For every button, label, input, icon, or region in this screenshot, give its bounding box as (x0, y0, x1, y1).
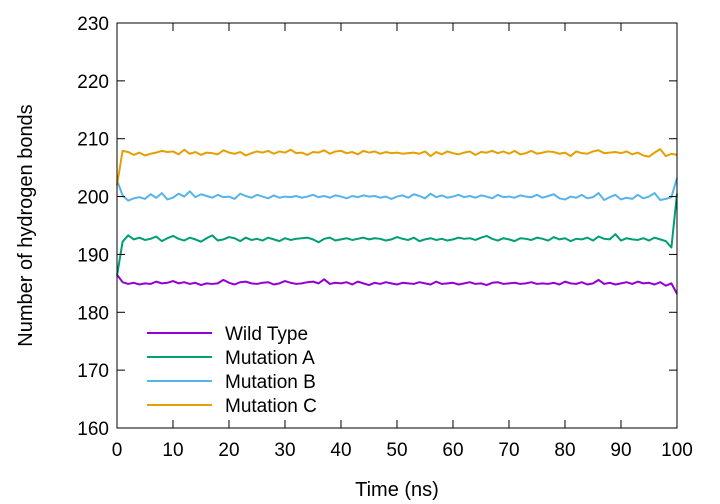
x-tick-label: 10 (162, 440, 183, 461)
x-tick-label: 70 (498, 440, 519, 461)
legend-label-wild-type: Wild Type (225, 324, 308, 345)
x-tick-label: 0 (112, 440, 123, 461)
x-axis-label: Time (ns) (355, 479, 439, 501)
y-tick-label: 160 (77, 419, 109, 440)
series-line-mutation-b (116, 177, 678, 202)
y-tick-label: 210 (77, 130, 109, 151)
y-tick-label: 200 (77, 188, 109, 209)
plot-frame (116, 22, 678, 429)
x-tick-label: 90 (610, 440, 631, 461)
x-tick-label: 100 (661, 440, 693, 461)
series-layer (116, 148, 678, 295)
series-line-mutation-c (116, 148, 678, 186)
series-line-mutation-a (116, 193, 678, 277)
series-line-wild-type (116, 274, 678, 295)
y-tick-label: 220 (77, 72, 109, 93)
x-tick-label: 30 (274, 440, 295, 461)
legend-label-mutation-a: Mutation A (225, 348, 315, 369)
x-tick-label: 40 (330, 440, 351, 461)
legend-label-mutation-c: Mutation C (225, 396, 317, 417)
y-tick-label: 190 (77, 245, 109, 266)
ticks-layer: 160 170 180 190 200 210 220 230 0 10 20 30 40 50 60 70 8… (77, 14, 693, 461)
x-tick-label: 20 (218, 440, 239, 461)
y-tick-label: 170 (77, 361, 109, 382)
y-tick-label: 180 (77, 303, 109, 324)
x-tick-label: 60 (442, 440, 463, 461)
legend: Wild Type Mutation A Mutation B Mutation C (147, 324, 317, 417)
legend-label-mutation-b: Mutation B (225, 372, 316, 393)
x-tick-label: 80 (554, 440, 575, 461)
y-axis-label: Number of hydrogen bonds (15, 104, 37, 346)
x-tick-label: 50 (386, 440, 407, 461)
y-tick-label: 230 (77, 14, 109, 35)
